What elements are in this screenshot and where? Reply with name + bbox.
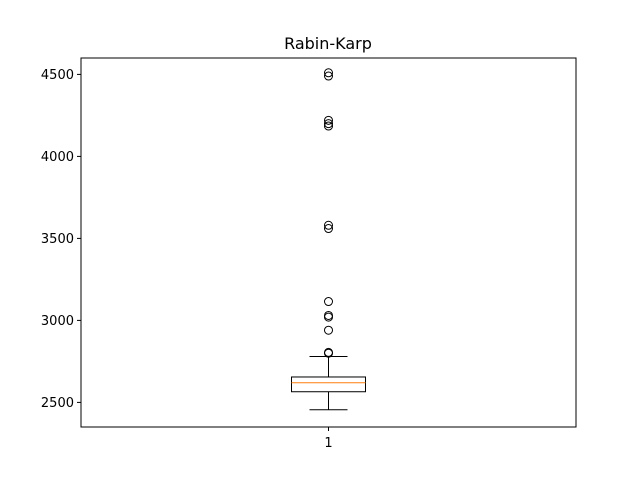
outlier-point [324,68,333,78]
outlier-point [324,310,333,320]
outlier-point [324,224,333,234]
outlier-point [324,325,333,335]
outlier-point [324,347,333,357]
x-tick-label: 1 [324,436,332,451]
chart-title: Rabin-Karp [284,34,372,53]
x-axis: 1 [324,427,333,451]
y-tick-label: 4500 [41,68,74,83]
y-axis: 2500 3000 3500 4000 4500 [41,68,81,411]
outlier-point [324,297,333,307]
iqr-box [291,376,366,393]
y-tick-label: 4000 [41,150,74,165]
box-group [291,68,366,411]
y-tick-label: 3500 [41,232,74,247]
y-tick-label: 2500 [41,396,74,411]
outlier-point [324,115,333,125]
outlier-point [324,71,333,81]
y-tick-label: 3000 [41,314,74,329]
outlier-point [324,220,333,230]
outlier-point [324,121,333,131]
outlier-point [324,119,333,129]
